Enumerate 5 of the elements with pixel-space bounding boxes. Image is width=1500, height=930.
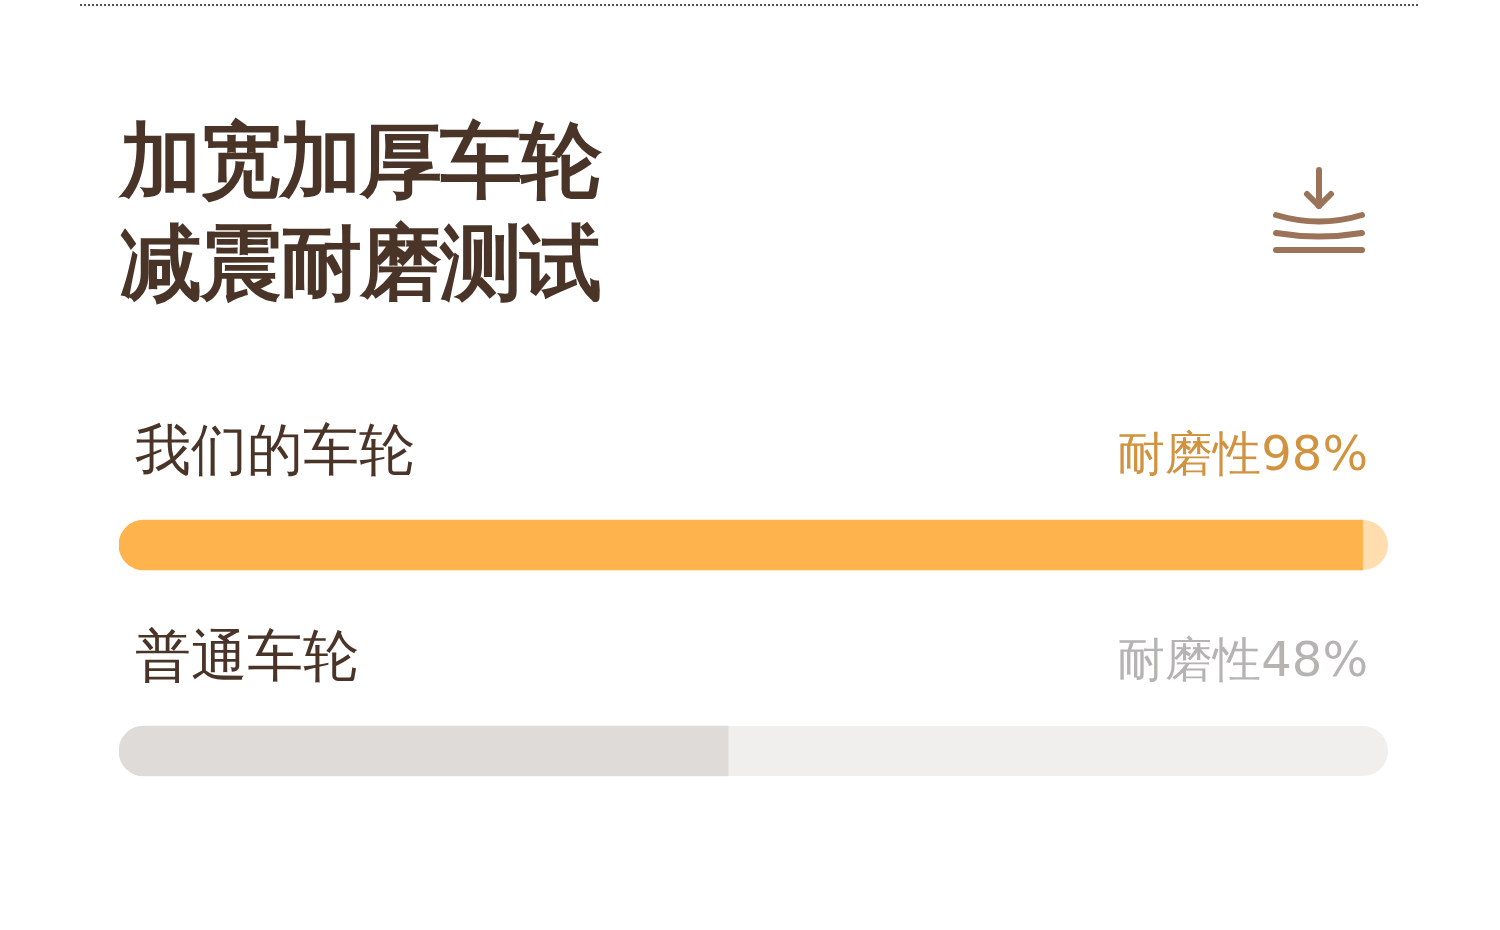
data-label: 耐磨性48% bbox=[1117, 631, 1368, 688]
y-tick-label: 我们的车轮 bbox=[135, 416, 415, 482]
y-tick-label: 普通车轮 bbox=[135, 622, 359, 688]
data-label: 耐磨性98% bbox=[1117, 425, 1368, 482]
chart-title: 加宽加厚车轮减震耐磨测试 bbox=[120, 112, 603, 312]
